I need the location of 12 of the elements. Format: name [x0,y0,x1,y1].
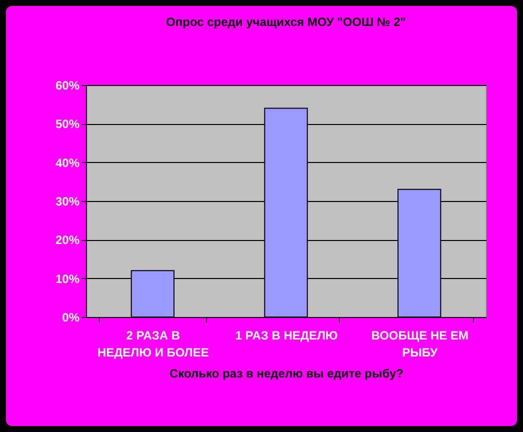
y-tick-label: 30% [55,194,80,208]
y-tick-label: 0% [62,310,80,324]
y-tick-label: 20% [55,233,80,248]
chart-title: Опрос среди учащихся МОУ "ООШ № 2" [166,15,406,29]
x-axis-title: Сколько раз в неделю вы едите рыбу? [170,366,404,380]
x-tick-label: 1 РАЗ В НЕДЕЛЮ [235,328,338,342]
y-tick-label: 50% [55,117,80,132]
x-tick-label: ВООБЩЕ НЕ ЕМ РЫБУ [371,328,468,360]
x-tick-label: 2 РАЗА В НЕДЕЛЮ И БОЛЕЕ [97,328,209,360]
y-tick-label: 10% [55,272,80,286]
y-tick-label: 40% [55,156,80,170]
y-tick-label: 60% [55,78,80,92]
